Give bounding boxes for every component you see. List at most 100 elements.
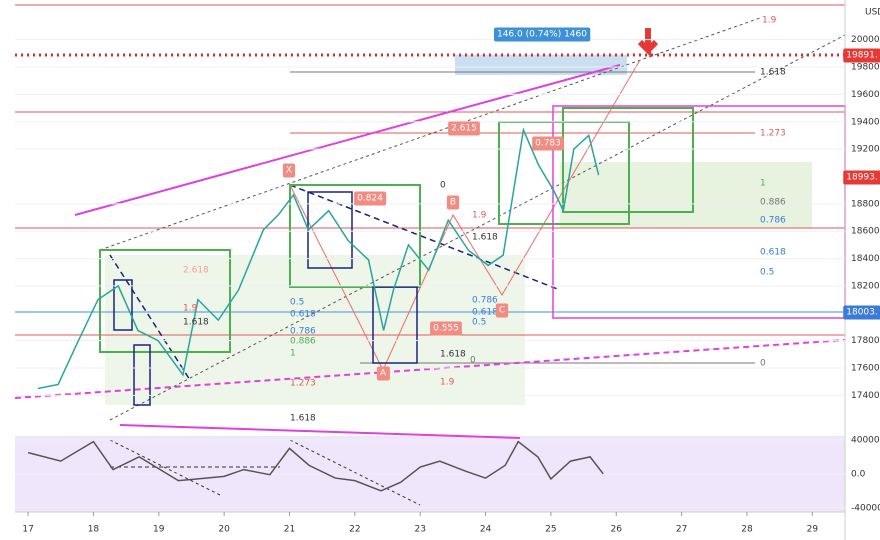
osc-line [289,439,421,506]
annotation: 1.618 [440,350,466,360]
annotation-label: 0.783 [535,139,561,149]
x-tick-label: 19 [153,525,165,535]
annotation-label: 1.9 [472,211,487,221]
annotation-label: 0.5 [290,298,304,308]
box [113,279,133,331]
pattern [289,59,641,372]
x-tick-label: 21 [284,525,295,535]
annotation-label: 0.618 [760,248,786,258]
y-tick-label: 17400.0 [851,391,880,401]
zone [560,162,812,228]
annotation: 0.618 [760,248,786,258]
annotation-label: 1.9 [762,16,777,26]
annotation: 0.886 [290,337,316,347]
annotation-label: 0.5 [472,318,486,328]
annotation: 1.9 [762,16,777,26]
annotation-label: 1.9 [440,378,455,388]
annotation-label: 2.618 [183,266,209,276]
trend-line [109,34,846,421]
annotation-label: 1.618 [760,68,786,78]
annotation-label: 0 [760,359,766,369]
annotation: 1.9 [183,304,198,314]
annotation: USDC [865,8,880,18]
annotation-label: X [286,166,292,176]
box [289,184,421,288]
series-line [27,440,604,492]
x-tick-label: 29 [807,525,819,535]
label-box [446,195,460,210]
x-tick-label: 24 [480,525,492,535]
annotation: 0 [440,181,446,191]
annotation: 0 [470,356,476,366]
trend-line [74,64,621,216]
box [133,344,151,406]
annotation: B [446,195,460,210]
box [562,107,694,213]
label-box [282,163,296,178]
annotation: 146.0 (0.74%) 1460 [493,27,591,42]
annotation: 19891. [843,48,880,63]
series-line [37,127,600,390]
annotation: 0.5 [290,298,304,308]
annotation: 1.618 [472,233,498,243]
y-tick-label: 19800.0 [851,63,880,73]
annotation-label: 0.618 [290,310,316,320]
y-tick-label: 17800.0 [851,336,880,346]
y-tick-label: 17600.0 [851,364,880,374]
annotation-label: 1.618 [440,350,466,360]
annotation: 0.5 [760,268,774,278]
annotation: 2.615 [448,121,480,136]
y-tick-label: 18200.0 [851,281,880,291]
annotation-label: 0.786 [472,296,498,306]
annotation: 1.9 [472,211,487,221]
annotation: 18993. [843,170,880,185]
x-tick-label: 27 [676,525,687,535]
annotation: 0.824 [354,191,387,206]
y-tick-label: 18800.0 [851,199,880,209]
box [99,249,231,353]
annotation-label: 1.618 [472,233,498,243]
annotation-label: 0 [440,181,446,191]
annotation: 0.786 [760,216,786,226]
annotation: 1.9 [440,378,455,388]
x-tick-label: 28 [741,525,753,535]
y-tick-label: 18400.0 [851,254,880,264]
annotation-label: 0.786 [760,216,786,226]
annotation-label: 1 [290,349,296,359]
annotation-label: 0.886 [760,198,786,208]
x-tick-label: 23 [414,525,425,535]
osc-line [119,424,521,439]
y-tick-label: 20000.0 [851,35,880,45]
annotation: 0.886 [760,198,786,208]
arrow [637,28,659,58]
x-tick-label: 26 [611,525,623,535]
annotation: 0.5 [472,318,486,328]
annotation: X [282,163,296,178]
trend-line [14,339,846,399]
annotation-label: 0.824 [357,194,383,204]
annotation: 1.618 [760,68,786,78]
label-box [493,27,591,42]
label-box [495,303,509,318]
x-tick-label: 22 [349,525,360,535]
y-tick-label: 18600.0 [851,227,880,237]
drawings [14,0,846,540]
annotation-label: A [380,369,387,379]
annotation: 0.786 [290,327,316,337]
annotation: 1.273 [290,379,316,389]
annotation-label: 1.618 [290,414,316,424]
y-tick-label: 19600.0 [851,90,880,100]
annotation: 0.618 [290,310,316,320]
annotation-label: 146.0 (0.74%) 1460 [497,30,587,40]
annotation: C [495,303,509,318]
annotation-label: 0.886 [290,337,316,347]
label-box [843,170,880,185]
annotation-label: B [450,198,456,208]
annotation-label: 0.786 [290,327,316,337]
x-tick-label: 20 [218,525,230,535]
label-box [448,121,480,136]
annotation-label: 0.5 [760,268,774,278]
annotation-label: 1.273 [760,129,786,139]
